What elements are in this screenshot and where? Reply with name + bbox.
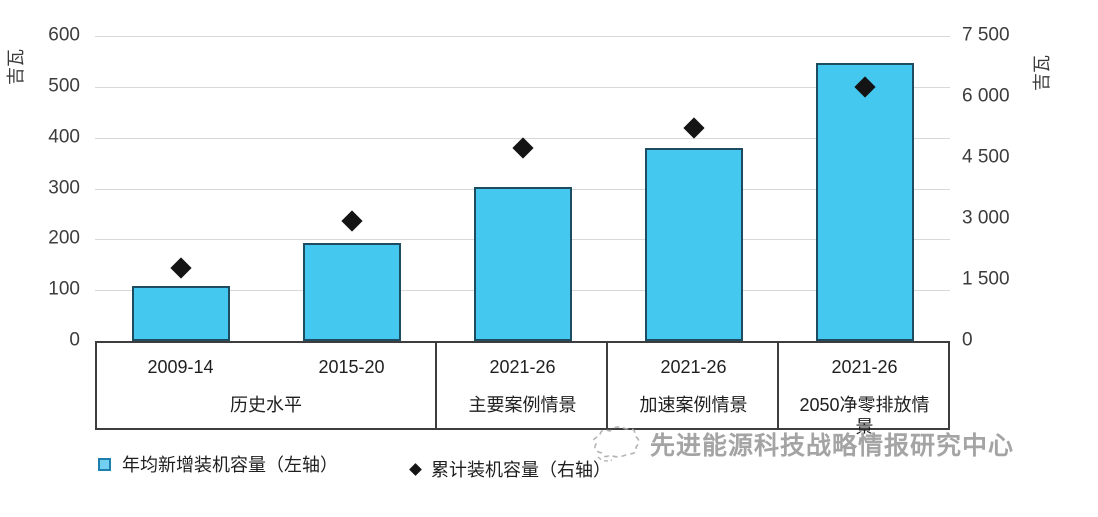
right-axis-tick-label: 3 000 [962, 207, 1010, 229]
category-group-box [777, 341, 950, 430]
legend-label: 累计装机容量（右轴） [431, 460, 611, 480]
category-year-label: 2009-14 [147, 357, 214, 377]
category-group-label: 加速案例情景 [639, 395, 748, 415]
left-axis-tick-label: 300 [48, 177, 80, 199]
gridline [95, 36, 950, 37]
left-axis-tick-label: 0 [69, 329, 80, 351]
category-group-label: 2050净零排放情景 [799, 395, 930, 437]
category-year-label: 2015-20 [318, 357, 385, 377]
left-axis-tick-label: 600 [48, 24, 80, 46]
diamond-marker [682, 116, 705, 139]
left-axis-tick-label: 100 [48, 278, 80, 300]
category-group-label: 历史水平 [230, 395, 302, 415]
legend-item: 累计装机容量（右轴） [409, 456, 611, 482]
category-year-label: 2021-26 [831, 357, 898, 377]
diamond-marker [340, 210, 363, 232]
legend-bar-swatch [98, 457, 111, 471]
bar [473, 187, 572, 341]
left-axis-tick-label: 400 [48, 126, 80, 148]
right-axis-tick-label: 4 500 [962, 146, 1010, 168]
legend-item: 年均新增装机容量（左轴） [98, 451, 338, 477]
category-year-label: 2021-26 [489, 357, 556, 377]
right-axis-tick-label: 0 [962, 329, 973, 351]
bar [131, 285, 230, 341]
legend-diamond-swatch [409, 462, 422, 476]
bar [815, 63, 914, 341]
legend-label: 年均新增装机容量（左轴） [122, 455, 338, 475]
bar [302, 243, 401, 341]
right-axis-tick-label: 6 000 [962, 85, 1010, 107]
bar [644, 147, 743, 341]
category-group-label: 主要案例情景 [468, 395, 577, 415]
category-group-box [95, 341, 437, 430]
right-axis-tick-label: 1 500 [962, 268, 1010, 290]
left-axis-tick-label: 200 [48, 227, 80, 249]
gridline [95, 86, 950, 88]
left-axis-tick-label: 500 [48, 75, 80, 97]
right-axis-title: 吉瓦 [1032, 55, 1052, 91]
category-group-box [435, 341, 608, 430]
category-group-box [606, 341, 779, 430]
category-year-label: 2021-26 [660, 357, 727, 377]
right-axis-tick-label: 7 500 [962, 24, 1010, 46]
diamond-marker [169, 257, 192, 279]
diamond-marker [511, 137, 534, 159]
